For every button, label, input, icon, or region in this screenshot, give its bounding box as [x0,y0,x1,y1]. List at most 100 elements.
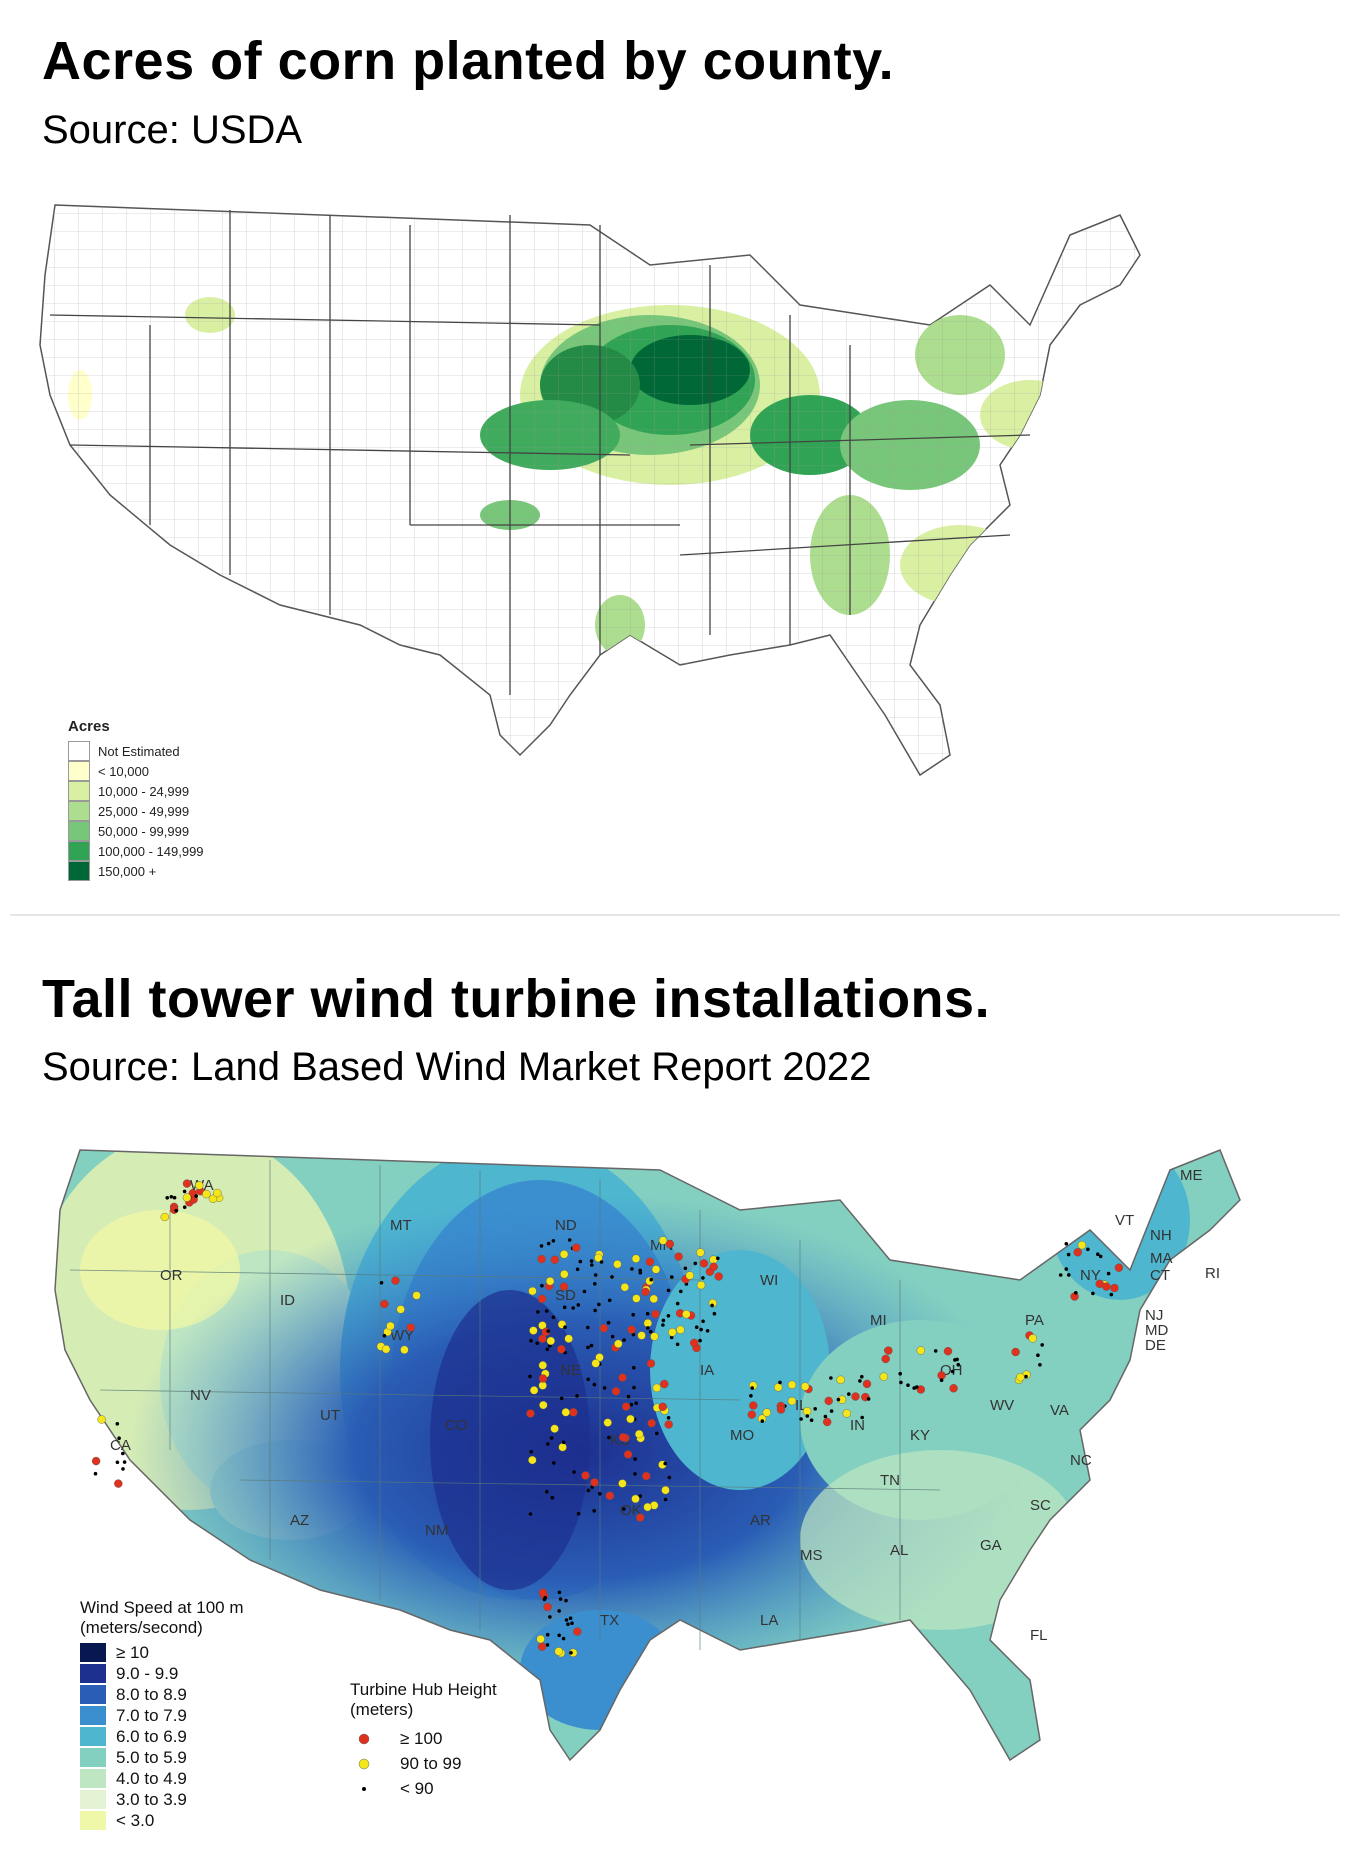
turbine-marker [626,1394,631,1399]
turbine-marker [537,1294,547,1304]
turbine-marker [611,1387,621,1396]
turbine-marker [539,1244,544,1248]
turbine-marker [664,1420,673,1429]
turbine-marker [666,1288,671,1293]
turbine-marker [559,1282,569,1291]
turbine-marker [578,1259,583,1264]
corn-legend-label: 100,000 - 149,999 [98,843,204,859]
turbine-marker [851,1392,860,1401]
turbine-marker [631,1254,641,1263]
turbine-marker [881,1354,890,1364]
state-label: NY [1080,1267,1101,1284]
turbine-marker [629,1402,634,1407]
state-label: VA [1050,1402,1069,1419]
turbine-marker [572,1470,576,1474]
state-label: MS [800,1547,823,1564]
turbine-marker [633,1457,637,1461]
turbine-marker [613,1259,622,1269]
wind-legend-label: 9.0 - 9.9 [116,1663,179,1683]
corn-county-map [39,204,1141,777]
turbine-marker [396,1305,405,1314]
turbine-marker [802,1407,812,1416]
turbine-marker [823,1414,828,1419]
turbine-marker [1109,1292,1114,1297]
turbine-marker [620,1282,629,1292]
turbine-marker [593,1308,597,1313]
corn-legend-swatch [68,781,90,801]
turbine-marker [529,1326,538,1335]
turbine-marker [618,1479,627,1488]
turbine-marker [953,1358,957,1362]
turbine-marker [682,1309,691,1319]
turbine-marker [621,1402,631,1411]
turbine-marker [645,1311,650,1316]
turbine-marker [842,1409,851,1418]
turbine-marker [670,1275,674,1279]
wind-speed-map: WAORIDMTWYNDSDNEMNWIMIIAILINOHPANYVTNHME… [54,1149,1241,1762]
hub-legend-title: Turbine Hub Height [350,1680,497,1699]
corn-legend-item: 150,000 + [68,861,204,881]
turbine-marker [637,1331,646,1340]
corn-legend-label: < 10,000 [98,763,149,779]
turbine-marker [550,1495,555,1500]
turbine-marker [182,1205,187,1209]
wind-legend-label: 5.0 to 5.9 [116,1747,187,1767]
turbine-marker [586,1377,590,1382]
state-label: ID [280,1292,295,1309]
turbine-marker [633,1472,637,1476]
turbine-marker [602,1386,607,1390]
turbine-marker [949,1384,958,1393]
turbine-marker [557,1590,562,1595]
turbine-marker [528,1455,537,1465]
turbine-marker [1058,1273,1063,1277]
turbine-marker [182,1189,187,1194]
turbine-marker [382,1334,387,1338]
hub-legend-units: (meters) [350,1700,414,1719]
state-label: MA [1150,1250,1173,1267]
turbine-marker [581,1471,590,1480]
turbine-marker [568,1616,573,1620]
turbine-marker [668,1328,677,1337]
turbine-marker [1096,1252,1100,1256]
turbine-marker [182,1193,192,1202]
turbine-marker [610,1334,615,1339]
turbine-marker [1040,1343,1044,1347]
state-label: NJ [1145,1307,1163,1324]
turbine-marker [552,1461,556,1465]
turbine-marker [709,1262,718,1272]
turbine-marker [550,1424,559,1433]
turbine-marker [701,1319,705,1324]
turbine-marker [589,1343,594,1348]
wind-map-source: Source: Land Based Wind Market Report 20… [42,1045,872,1089]
turbine-marker [1098,1254,1103,1259]
turbine-marker [554,1647,563,1656]
turbine-marker [213,1188,222,1198]
turbine-marker [614,1339,623,1349]
panel-divider [10,914,1340,916]
state-label: LA [760,1612,778,1629]
turbine-marker [545,1489,549,1494]
turbine-marker [114,1479,123,1488]
corn-map-source: Source: USDA [42,108,303,152]
turbine-marker [561,1636,566,1641]
turbine-marker [1066,1252,1071,1257]
corn-legend-swatch [68,841,90,861]
turbine-marker [528,1512,533,1516]
turbine-marker [546,1336,555,1346]
turbine-marker [529,1338,533,1343]
turbine-marker [709,1255,718,1264]
turbine-marker [586,1345,590,1350]
turbine-marker [381,1344,391,1354]
turbine-marker [630,1267,634,1271]
turbine-marker [661,1323,665,1327]
turbine-marker [650,1332,659,1341]
wind-legend-item: ≥ 10 [80,1642,243,1663]
turbine-marker [618,1373,627,1382]
turbine-marker [631,1312,635,1317]
turbine-marker [623,1450,633,1459]
turbine-marker [800,1382,810,1391]
turbine-marker [172,1195,177,1200]
turbine-marker [557,1344,566,1354]
wind-legend-label: 8.0 to 8.9 [116,1684,187,1704]
corn-legend-swatch [68,801,90,821]
